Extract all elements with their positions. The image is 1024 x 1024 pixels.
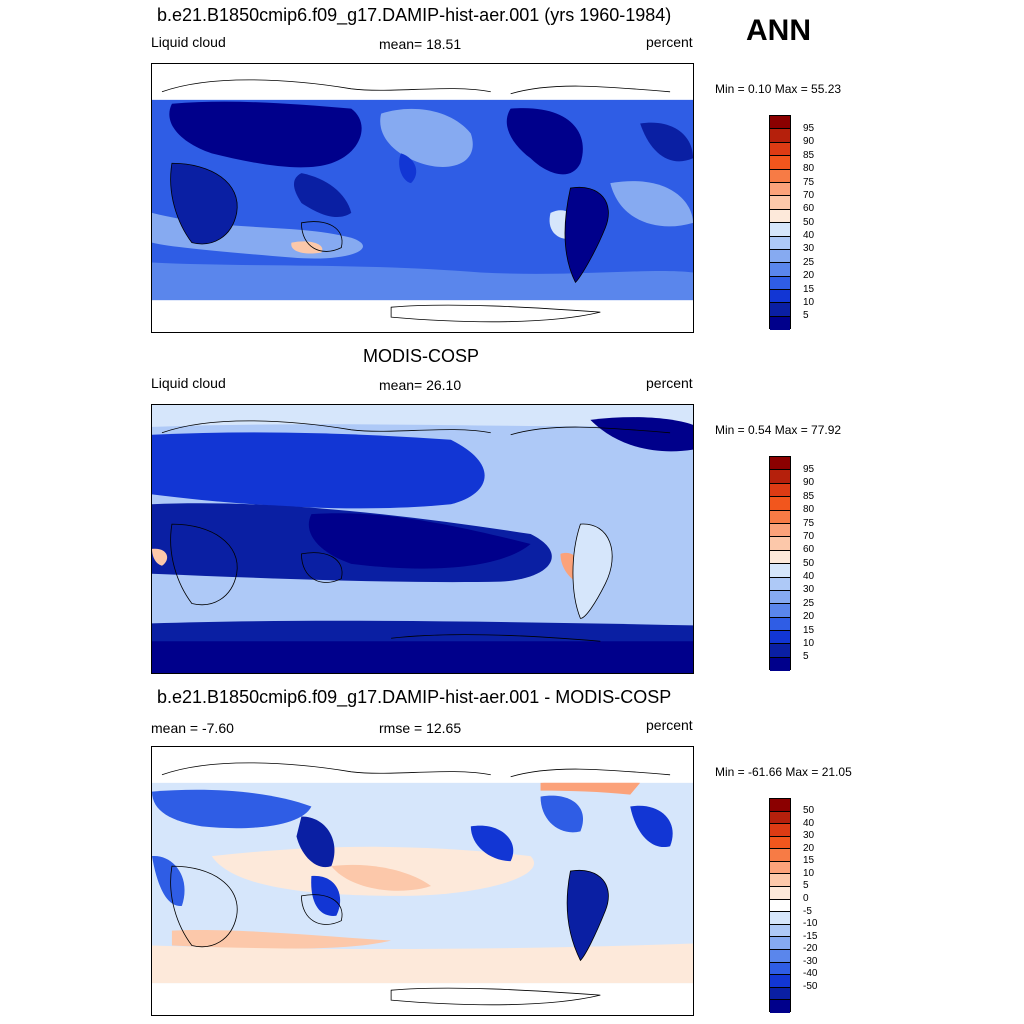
colorbar-tick: 15 — [803, 855, 815, 866]
colorbar-tick: 60 — [803, 203, 815, 214]
colorbar-tick: -5 — [803, 906, 812, 917]
colorbar-tick: 95 — [803, 123, 815, 134]
colorbar-tick: 20 — [803, 843, 815, 854]
colorbar-tick: 90 — [803, 477, 815, 488]
colorbar-tick: 40 — [803, 571, 815, 582]
colorbar-tick: 75 — [803, 518, 815, 529]
colorbar-tick: 80 — [803, 504, 815, 515]
colorbar-tick: 95 — [803, 464, 815, 475]
mean-label: mean = -7.60 — [151, 720, 234, 736]
colorbar-tick: 30 — [803, 243, 815, 254]
colorbar-tick: 50 — [803, 217, 815, 228]
panel-title: MODIS-COSP — [363, 346, 480, 366]
mean-label: mean= 18.51 — [379, 36, 462, 52]
colorbar — [769, 456, 791, 672]
colorbar-tick: 85 — [803, 491, 815, 502]
variable-label: Liquid cloud — [151, 375, 226, 391]
colorbar-tick: 75 — [803, 177, 815, 188]
colorbar-tick: 15 — [803, 284, 815, 295]
units-label: percent — [646, 34, 693, 50]
colorbar-tick: 50 — [803, 805, 815, 816]
colorbar-tick: -20 — [803, 943, 818, 954]
season-label: ANN — [746, 14, 811, 47]
colorbar-tick: 5 — [803, 880, 809, 891]
colorbar-tick: 30 — [803, 584, 815, 595]
colorbar — [769, 115, 791, 331]
colorbar-tick: 5 — [803, 310, 809, 321]
colorbar-tick: 40 — [803, 818, 815, 829]
colorbar-tick: 10 — [803, 638, 815, 649]
panel-title: b.e21.B1850cmip6.f09_g17.DAMIP-hist-aer.… — [157, 5, 672, 25]
units-label: percent — [646, 717, 693, 733]
colorbar-tick: 10 — [803, 297, 815, 308]
map-plot — [151, 746, 694, 1016]
colorbar-tick: 40 — [803, 230, 815, 241]
min-max-label: Min = 0.10 Max = 55.23 — [715, 82, 842, 96]
colorbar-tick: 25 — [803, 257, 815, 268]
colorbar-tick: 15 — [803, 625, 815, 636]
colorbar-tick: 25 — [803, 598, 815, 609]
colorbar-tick: -40 — [803, 968, 818, 979]
rmse-label: rmse = 12.65 — [379, 720, 462, 736]
units-label: percent — [646, 375, 693, 391]
colorbar-tick: 90 — [803, 136, 815, 147]
colorbar-tick: -30 — [803, 956, 818, 967]
colorbar — [769, 798, 791, 1013]
colorbar-tick: 10 — [803, 868, 815, 879]
min-max-label: Min = -61.66 Max = 21.05 — [715, 765, 852, 779]
colorbar-tick: -15 — [803, 931, 818, 942]
colorbar-tick: 5 — [803, 651, 809, 662]
colorbar-tick: -10 — [803, 918, 818, 929]
colorbar-tick: 30 — [803, 830, 815, 841]
colorbar-tick: 50 — [803, 558, 815, 569]
colorbar-tick: -50 — [803, 981, 818, 992]
map-plot — [151, 63, 694, 333]
panel-title: b.e21.B1850cmip6.f09_g17.DAMIP-hist-aer.… — [157, 687, 672, 707]
colorbar-tick: 60 — [803, 544, 815, 555]
colorbar-tick: 70 — [803, 531, 815, 542]
colorbar-tick: 70 — [803, 190, 815, 201]
colorbar-tick: 20 — [803, 611, 815, 622]
colorbar-tick: 0 — [803, 893, 809, 904]
min-max-label: Min = 0.54 Max = 77.92 — [715, 423, 842, 437]
colorbar-tick: 20 — [803, 270, 815, 281]
colorbar-tick: 80 — [803, 163, 815, 174]
variable-label: Liquid cloud — [151, 34, 226, 50]
map-plot — [151, 404, 694, 674]
colorbar-tick: 85 — [803, 150, 815, 161]
mean-label: mean= 26.10 — [379, 377, 462, 393]
